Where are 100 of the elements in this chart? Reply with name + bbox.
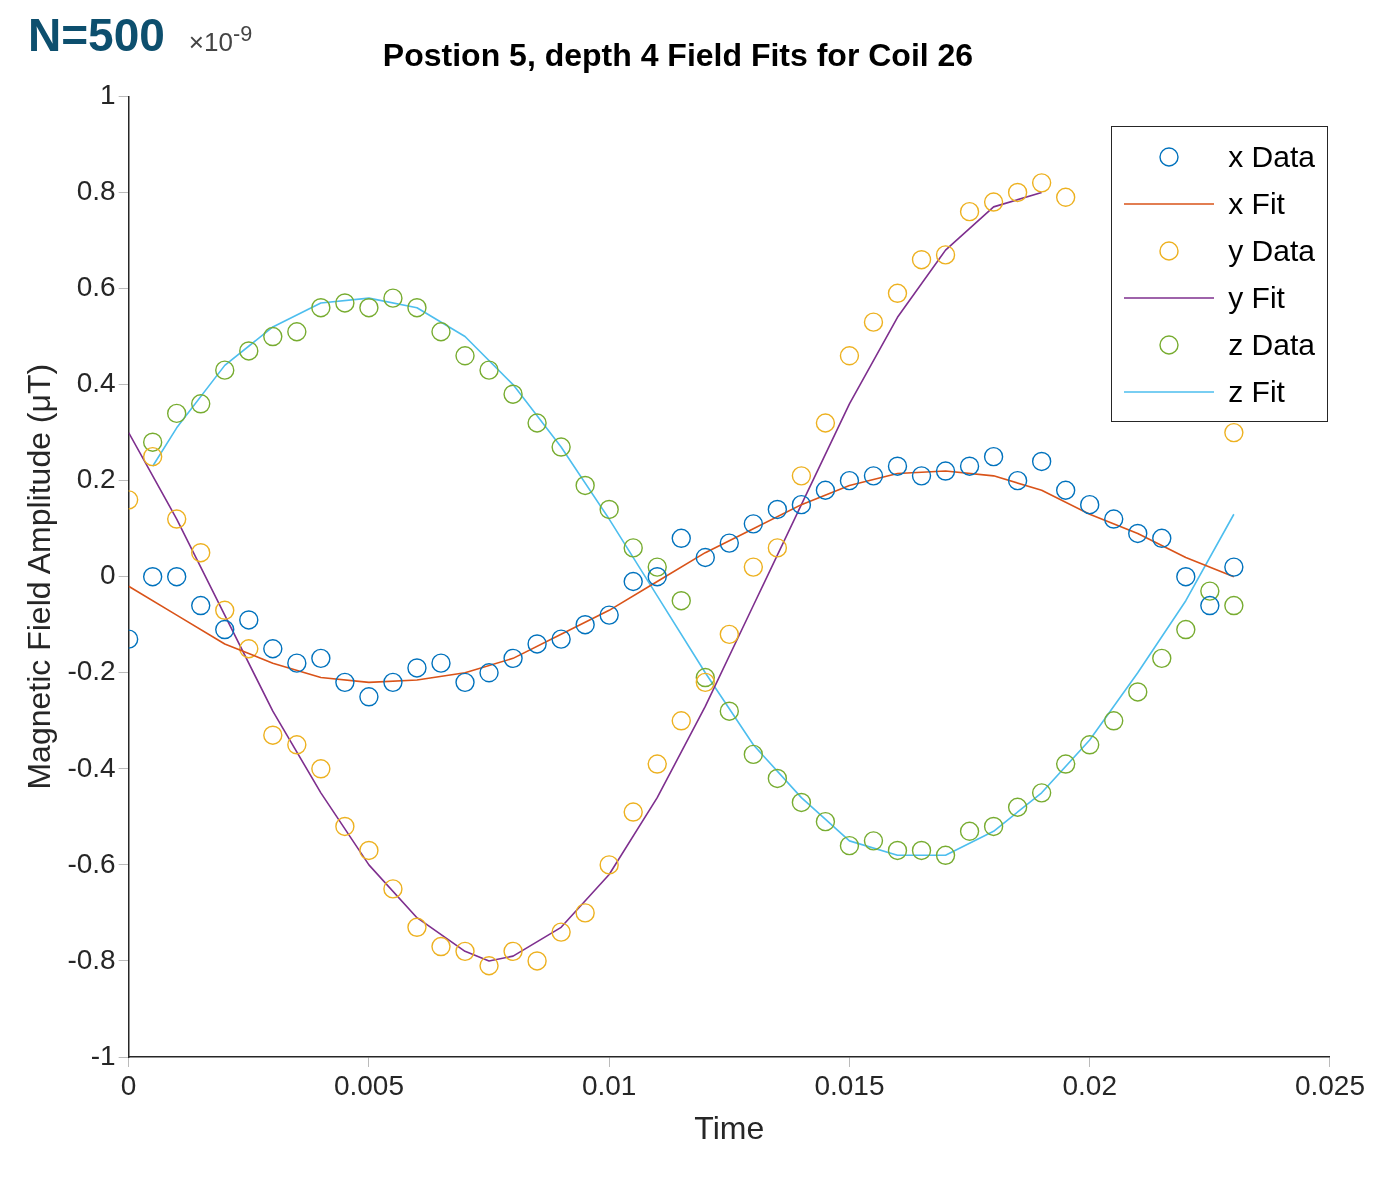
point xyxy=(263,639,283,659)
point xyxy=(479,663,499,683)
point xyxy=(191,542,211,563)
point xyxy=(1104,509,1124,529)
point xyxy=(863,831,884,851)
point xyxy=(1200,595,1220,616)
y-tick-label: 0.4 xyxy=(76,367,116,399)
point xyxy=(167,567,187,587)
x-tick-label: 0.02 xyxy=(1062,1069,1117,1101)
point xyxy=(191,595,211,616)
x-tick-label: 0.015 xyxy=(814,1069,885,1101)
point xyxy=(599,605,619,625)
point xyxy=(431,936,451,957)
point xyxy=(503,648,523,669)
point xyxy=(1104,711,1124,731)
point xyxy=(311,648,331,669)
point xyxy=(1031,783,1052,803)
point xyxy=(983,816,1004,837)
point xyxy=(743,514,764,534)
point xyxy=(455,346,475,366)
point xyxy=(623,802,643,822)
point xyxy=(142,567,163,587)
point xyxy=(671,711,691,731)
point xyxy=(551,629,571,649)
point xyxy=(767,499,788,520)
point xyxy=(1055,754,1076,774)
point xyxy=(551,437,571,457)
point xyxy=(935,245,956,265)
point xyxy=(551,922,571,942)
point xyxy=(839,835,860,856)
point xyxy=(863,466,884,486)
point xyxy=(359,687,379,707)
point xyxy=(142,432,163,452)
point xyxy=(791,792,812,813)
point xyxy=(623,538,643,558)
point xyxy=(527,413,547,433)
point xyxy=(1031,451,1052,472)
x-tick-label: 0.025 xyxy=(1294,1069,1365,1101)
point xyxy=(383,672,403,693)
point xyxy=(191,394,211,414)
point xyxy=(647,754,667,774)
point xyxy=(911,466,932,486)
point xyxy=(1176,619,1196,640)
point xyxy=(575,475,595,496)
point xyxy=(575,903,595,923)
point xyxy=(767,768,788,789)
point xyxy=(239,639,259,659)
point xyxy=(335,672,355,693)
point xyxy=(142,446,163,467)
point xyxy=(815,413,836,433)
point xyxy=(767,538,788,558)
point xyxy=(407,658,427,678)
point xyxy=(335,293,355,313)
point xyxy=(479,956,499,976)
point xyxy=(935,461,956,481)
point xyxy=(263,326,283,347)
y-tick-label: -0.8 xyxy=(67,943,116,975)
point xyxy=(287,653,307,673)
point xyxy=(743,744,764,765)
point xyxy=(935,845,956,865)
point xyxy=(1007,797,1028,817)
point xyxy=(719,533,740,553)
y-tick-label: -0.4 xyxy=(67,751,116,783)
point xyxy=(623,571,643,592)
y-tick-label: 0 xyxy=(100,559,116,591)
point xyxy=(311,298,331,318)
point xyxy=(959,201,980,222)
point xyxy=(1200,581,1220,601)
point xyxy=(911,840,932,861)
point xyxy=(527,634,547,654)
point xyxy=(887,840,908,861)
point xyxy=(1224,595,1244,616)
point xyxy=(719,624,740,645)
point xyxy=(1176,567,1196,587)
point xyxy=(743,557,764,577)
point xyxy=(959,456,980,476)
point xyxy=(1055,480,1076,500)
point xyxy=(287,322,307,342)
point xyxy=(839,346,860,366)
point xyxy=(311,759,331,779)
x-tick-label: 0.005 xyxy=(333,1069,404,1101)
point xyxy=(1152,528,1172,548)
point xyxy=(359,840,379,861)
legend-label: z Data xyxy=(1228,327,1315,362)
point xyxy=(431,322,451,342)
point xyxy=(815,811,836,832)
point xyxy=(1080,735,1100,755)
point xyxy=(407,298,427,318)
point xyxy=(335,816,355,837)
point xyxy=(791,466,812,486)
point xyxy=(599,499,619,520)
y-tick-label: -0.6 xyxy=(67,847,116,879)
point xyxy=(839,470,860,491)
x-tick-label: 0.01 xyxy=(581,1069,637,1101)
point xyxy=(239,610,259,630)
point xyxy=(983,446,1004,467)
point xyxy=(503,941,523,962)
legend-label: y Data xyxy=(1228,233,1315,268)
point xyxy=(791,494,812,515)
point xyxy=(167,509,187,529)
